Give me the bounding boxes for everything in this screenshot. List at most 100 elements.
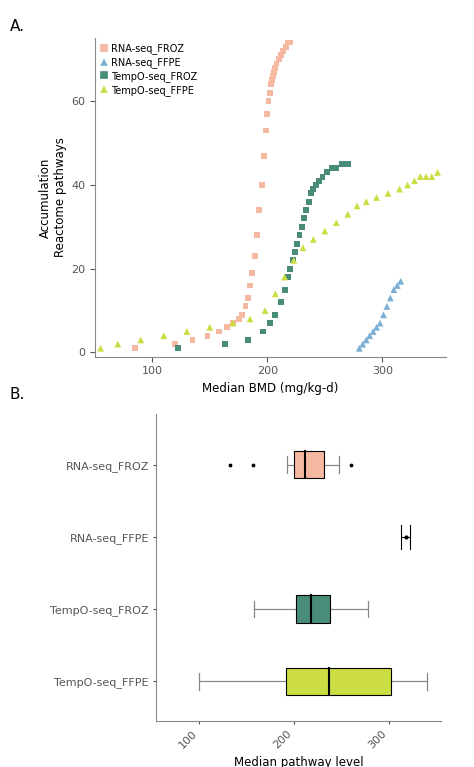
Bar xyxy=(286,667,391,695)
Point xyxy=(289,254,296,266)
Point xyxy=(428,170,436,183)
Point xyxy=(312,179,319,191)
Text: B.: B. xyxy=(9,387,25,403)
Point xyxy=(356,342,363,354)
Point xyxy=(333,216,340,229)
Y-axis label: Accumulation
Reactome pathways: Accumulation Reactome pathways xyxy=(39,137,67,258)
Point xyxy=(270,66,278,78)
Point xyxy=(264,107,271,120)
Point xyxy=(323,166,331,179)
Point xyxy=(244,334,252,346)
Point xyxy=(281,271,288,283)
Point xyxy=(258,179,265,191)
Point xyxy=(282,41,290,53)
Point xyxy=(404,179,411,191)
Bar xyxy=(294,451,324,479)
Point xyxy=(97,342,104,354)
Point xyxy=(359,338,366,351)
Point xyxy=(246,279,254,291)
Point xyxy=(369,325,377,337)
Point xyxy=(286,262,294,275)
Point xyxy=(310,233,317,245)
X-axis label: Median BMD (mg/kg-d): Median BMD (mg/kg-d) xyxy=(202,382,338,395)
Point xyxy=(390,284,398,296)
Point xyxy=(272,288,279,300)
Text: A.: A. xyxy=(9,19,25,35)
Point xyxy=(131,342,139,354)
Point xyxy=(363,196,370,208)
Point xyxy=(353,199,361,212)
Point xyxy=(263,124,270,137)
Point xyxy=(383,300,391,312)
Point xyxy=(221,338,228,351)
Point xyxy=(267,78,274,91)
Point xyxy=(380,308,387,321)
Point xyxy=(272,61,279,74)
Point xyxy=(387,292,394,304)
Legend: RNA-seq_FROZ, RNA-seq_FFPE, TempO-seq_FROZ, TempO-seq_FFPE: RNA-seq_FROZ, RNA-seq_FFPE, TempO-seq_FR… xyxy=(100,43,198,96)
Point xyxy=(333,162,340,174)
Point xyxy=(242,300,249,312)
Point xyxy=(315,175,323,187)
Point xyxy=(310,183,317,196)
Point xyxy=(366,330,374,342)
Bar xyxy=(296,595,330,623)
Point xyxy=(305,196,312,208)
Point xyxy=(384,187,392,199)
Point xyxy=(299,242,307,254)
Point xyxy=(275,53,283,65)
Point xyxy=(298,221,306,233)
Point xyxy=(434,166,441,179)
Point xyxy=(319,170,326,183)
Point xyxy=(269,70,277,82)
Point xyxy=(206,321,214,334)
Point xyxy=(410,175,418,187)
Point xyxy=(238,308,246,321)
Point xyxy=(277,296,285,308)
Point xyxy=(137,334,145,346)
Point xyxy=(277,49,285,61)
Point xyxy=(266,317,273,329)
Point xyxy=(422,170,430,183)
Point xyxy=(246,313,254,325)
Point xyxy=(376,317,384,329)
Point xyxy=(284,271,292,283)
X-axis label: Median pathway level
BMD (mg/kg-d): Median pathway level BMD (mg/kg-d) xyxy=(234,756,364,767)
Point xyxy=(204,330,211,342)
Point xyxy=(373,321,380,334)
Point xyxy=(284,36,292,48)
Point xyxy=(253,229,261,242)
Point xyxy=(174,342,182,354)
Point xyxy=(255,204,263,216)
Point xyxy=(248,267,256,279)
Point xyxy=(244,292,252,304)
Point xyxy=(344,208,352,220)
Point xyxy=(328,162,336,174)
Point xyxy=(344,158,352,170)
Point xyxy=(393,279,401,291)
Point xyxy=(251,250,258,262)
Point xyxy=(260,150,268,162)
Point xyxy=(396,183,403,196)
Point xyxy=(286,36,294,48)
Point xyxy=(321,225,328,237)
Point xyxy=(272,308,279,321)
Point xyxy=(397,275,404,288)
Point xyxy=(259,325,266,337)
Point xyxy=(301,212,308,225)
Point xyxy=(264,95,272,107)
Point xyxy=(280,44,287,57)
Point xyxy=(268,74,276,87)
Point xyxy=(291,245,299,258)
Point xyxy=(172,338,179,351)
Point xyxy=(235,313,242,325)
Point xyxy=(307,187,315,199)
Point xyxy=(261,304,269,317)
Point xyxy=(215,325,223,337)
Point xyxy=(417,170,424,183)
Point xyxy=(281,284,288,296)
Point xyxy=(189,334,196,346)
Point xyxy=(293,238,301,250)
Point xyxy=(338,158,346,170)
Point xyxy=(296,229,303,242)
